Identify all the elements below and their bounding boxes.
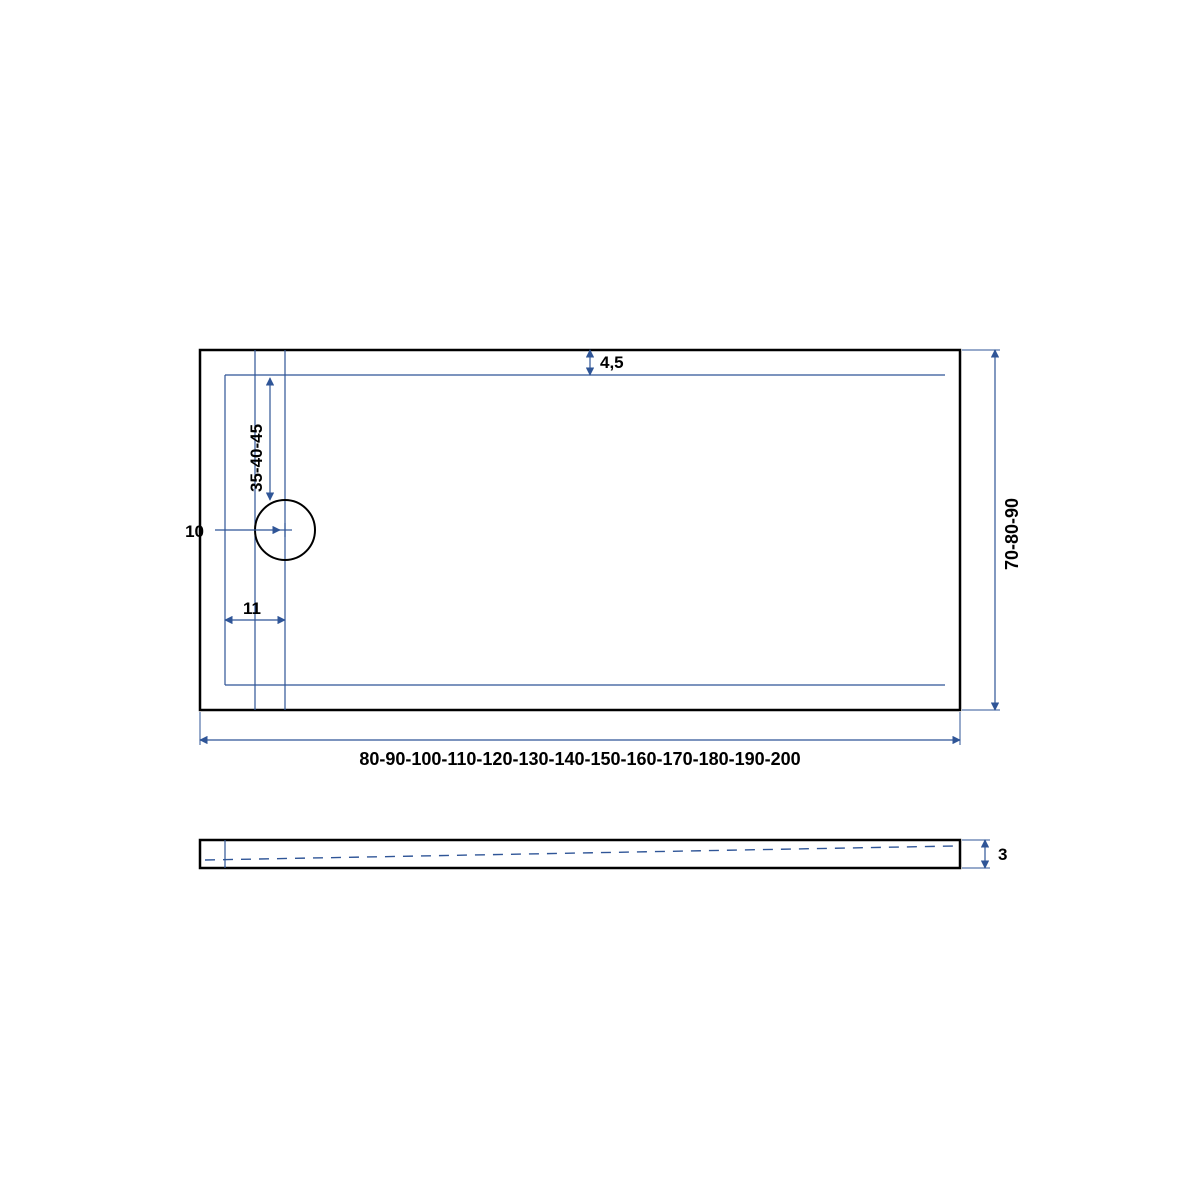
dim-thickness-label: 3	[998, 845, 1007, 864]
dim-overall-height: 70-80-90	[962, 350, 1022, 710]
dim-overall-height-label: 70-80-90	[1002, 498, 1022, 570]
dim-rim-top-label: 4,5	[600, 353, 624, 372]
top-view: 4,5 35-40-45 10 11	[185, 350, 960, 710]
dim-drain-diameter-label: 10	[185, 522, 204, 541]
dim-thickness: 3	[962, 840, 1007, 868]
dim-overall-width: 80-90-100-110-120-130-140-150-160-170-18…	[200, 712, 960, 769]
side-view	[200, 840, 960, 868]
technical-drawing: 4,5 35-40-45 10 11 80-90-100-110-120-130…	[0, 0, 1200, 1200]
dim-band-width-label: 11	[243, 599, 261, 618]
dim-drain-offset-v-label: 35-40-45	[247, 424, 266, 492]
dim-overall-width-label: 80-90-100-110-120-130-140-150-160-170-18…	[359, 749, 800, 769]
